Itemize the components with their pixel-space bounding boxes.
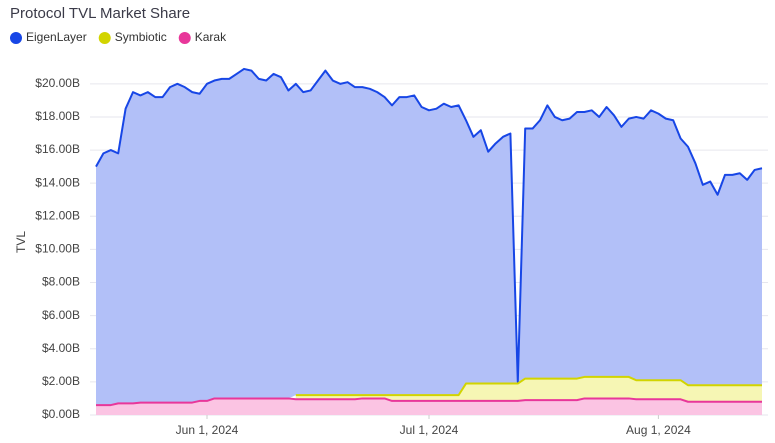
- area: [96, 398, 762, 415]
- y-tick-label: $6.00B: [42, 308, 80, 322]
- x-tick-label: Jun 1, 2024: [176, 423, 239, 437]
- y-tick-label: $20.00B: [35, 76, 80, 90]
- legend-label: Symbiotic: [115, 30, 167, 44]
- y-tick-label: $8.00B: [42, 275, 80, 289]
- legend-marker: [10, 32, 22, 44]
- chart-title: Protocol TVL Market Share: [10, 5, 190, 22]
- y-tick-label: $0.00B: [42, 407, 80, 421]
- y-axis-label: TVL: [14, 231, 28, 253]
- x-tick-label: Aug 1, 2024: [626, 423, 691, 437]
- line: [95, 67, 763, 383]
- y-tick-label: $18.00B: [35, 109, 80, 123]
- y-tick-label: $10.00B: [35, 242, 80, 256]
- y-tick-label: $4.00B: [42, 341, 80, 355]
- line: [96, 397, 762, 407]
- y-tick-label: $16.00B: [35, 142, 80, 156]
- line: [295, 375, 762, 397]
- y-tick-label: $12.00B: [35, 208, 80, 222]
- legend-marker: [98, 32, 111, 44]
- x-tick-label: Jul 1, 2024: [400, 423, 459, 437]
- legend-label: Karak: [195, 30, 227, 44]
- legend-marker: [178, 32, 191, 44]
- y-tick-label: $2.00B: [42, 374, 80, 388]
- legend-label: EigenLayer: [26, 30, 87, 44]
- area: [96, 68, 762, 406]
- y-tick-label: $14.00B: [35, 175, 80, 189]
